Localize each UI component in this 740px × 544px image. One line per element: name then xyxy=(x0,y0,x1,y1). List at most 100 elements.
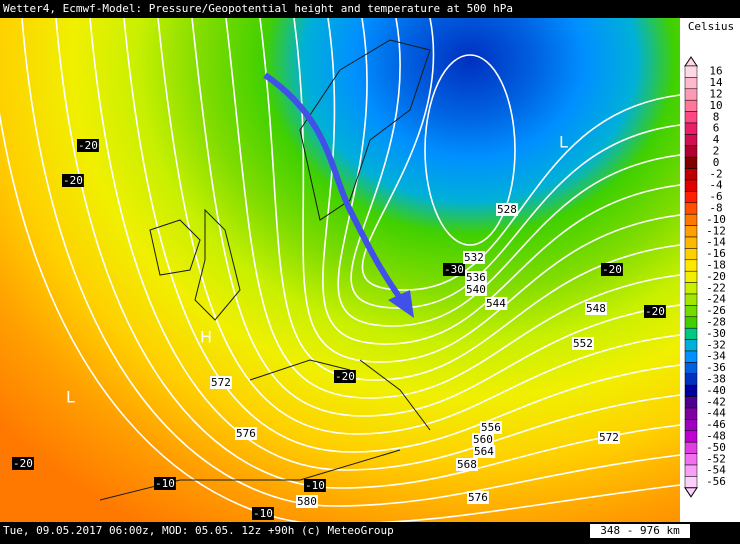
height-label: 580 xyxy=(297,495,317,508)
legend-swatch xyxy=(684,384,698,397)
height-label: 552 xyxy=(573,337,593,350)
legend-swatch xyxy=(684,350,698,363)
contour xyxy=(89,17,681,471)
legend-swatch xyxy=(684,316,698,329)
legend-label: -52 xyxy=(706,452,726,465)
label-box xyxy=(598,431,620,444)
label-box xyxy=(496,203,518,216)
legend-label: -40 xyxy=(706,384,726,397)
legend-label: -12 xyxy=(706,224,726,237)
legend-swatch xyxy=(684,225,698,238)
legend-label: -4 xyxy=(709,179,723,192)
contour xyxy=(337,17,681,327)
temperature-label: -20 xyxy=(13,457,33,470)
legend-swatch xyxy=(684,293,698,306)
contour xyxy=(21,17,681,507)
height-label: 536 xyxy=(466,271,486,284)
legend-swatch xyxy=(684,453,698,466)
high-marker: H xyxy=(200,328,212,347)
label-box xyxy=(601,263,623,276)
contour xyxy=(322,17,681,345)
legend-label: -34 xyxy=(706,350,726,363)
flow-arrow xyxy=(263,72,408,307)
height-label: 560 xyxy=(473,433,493,446)
arrow-head xyxy=(388,290,414,318)
legend-swatch xyxy=(684,168,698,181)
legend-label: -50 xyxy=(706,441,726,454)
legend-label: -22 xyxy=(706,281,726,294)
legend-title: Celsius xyxy=(688,20,734,33)
low-marker: L xyxy=(66,388,75,407)
legend-label: 6 xyxy=(713,122,720,135)
contour xyxy=(361,17,681,291)
legend-swatch xyxy=(684,476,698,489)
label-box xyxy=(465,271,487,284)
legend-swatch xyxy=(684,99,698,112)
label-box xyxy=(62,174,84,187)
legend-swatch xyxy=(684,145,698,158)
contour xyxy=(259,17,681,381)
label-box xyxy=(465,283,487,296)
legend-arrow xyxy=(684,487,698,498)
legend-swatch xyxy=(684,122,698,135)
legend-label: -44 xyxy=(706,407,726,420)
temperature-label: -10 xyxy=(253,507,273,520)
legend-label: -56 xyxy=(706,475,726,488)
legend-label: 16 xyxy=(709,65,722,78)
label-box xyxy=(304,479,326,492)
legend-swatch xyxy=(684,202,698,215)
height-label: 540 xyxy=(466,283,486,296)
legend-swatch xyxy=(684,441,698,454)
legend-label: -24 xyxy=(706,293,726,306)
legend-label: 4 xyxy=(713,133,720,146)
legend-swatch xyxy=(684,77,698,90)
legend-swatch xyxy=(684,134,698,147)
legend-swatch xyxy=(684,191,698,204)
height-label: 532 xyxy=(464,251,484,264)
legend-swatch xyxy=(684,305,698,318)
legend-swatch xyxy=(684,339,698,352)
contour xyxy=(157,17,681,435)
label-box xyxy=(480,421,502,434)
legend-swatch xyxy=(684,327,698,340)
label-box xyxy=(154,477,176,490)
legend-label: -8 xyxy=(709,202,722,215)
coastline xyxy=(99,39,431,501)
label-box xyxy=(585,302,607,315)
contour xyxy=(123,17,681,453)
legend-label: 8 xyxy=(713,110,720,123)
legend-label: -38 xyxy=(706,373,726,386)
footer-timestamp: Tue, 09.05.2017 06:00z, MOD: 05.05. 12z … xyxy=(3,524,394,537)
legend-label: 2 xyxy=(713,145,720,158)
legend-label: -26 xyxy=(706,304,726,317)
height-label: 572 xyxy=(211,376,231,389)
coastlines xyxy=(99,39,431,501)
temperature-label: -20 xyxy=(335,370,355,383)
legend-label: -14 xyxy=(706,236,726,249)
label-box xyxy=(334,370,356,383)
legend-swatch xyxy=(684,362,698,375)
legend-label: 12 xyxy=(709,88,722,101)
contour xyxy=(293,17,681,363)
legend-swatch xyxy=(684,179,698,192)
legend-label: -42 xyxy=(706,395,726,408)
height-label: 572 xyxy=(599,431,619,444)
legend-label: -18 xyxy=(706,259,726,272)
label-box xyxy=(252,507,274,520)
header-title: Wetter4, Ecmwf-Model: Pressure/Geopotent… xyxy=(3,2,513,15)
legend-label: -48 xyxy=(706,430,726,443)
label-box xyxy=(210,376,232,389)
legend-label: -30 xyxy=(706,327,726,340)
label-box xyxy=(77,139,99,152)
contour xyxy=(0,111,681,525)
low-marker: L xyxy=(559,133,568,152)
label-box xyxy=(463,251,485,264)
height-label: 576 xyxy=(236,427,256,440)
legend-swatch xyxy=(684,407,698,420)
contour xyxy=(424,54,516,246)
label-box xyxy=(296,495,318,508)
legend-label: -6 xyxy=(709,190,722,203)
legend-swatch xyxy=(684,373,698,386)
legend-label: 0 xyxy=(713,156,720,169)
